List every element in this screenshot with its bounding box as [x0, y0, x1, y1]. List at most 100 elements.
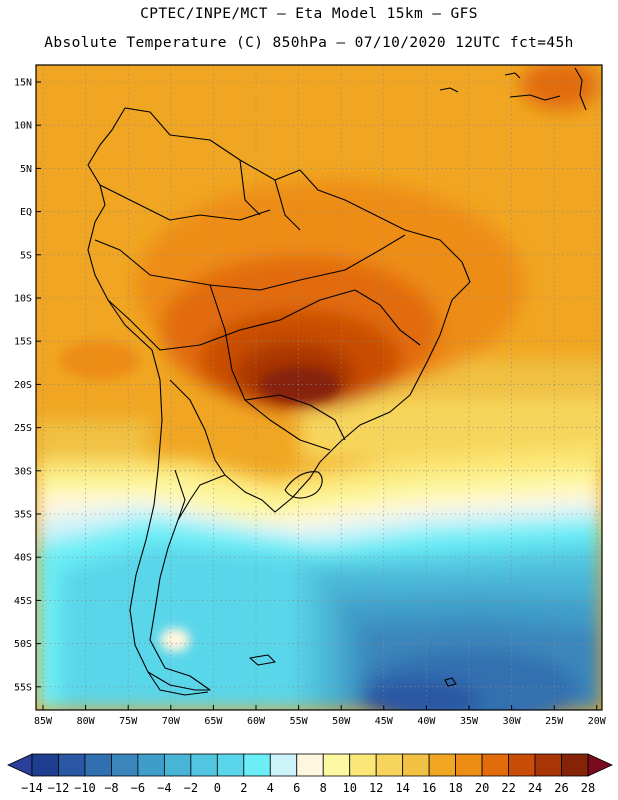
lat-label: 30S — [14, 466, 32, 477]
colorbar-label: −8 — [104, 781, 118, 795]
lat-label: 45S — [14, 596, 32, 607]
colorbar — [7, 753, 613, 777]
colorbar-label: 14 — [395, 781, 409, 795]
colorbar-swatch — [428, 753, 457, 777]
lat-label: 15N — [14, 78, 32, 89]
colorbar-label: 24 — [528, 781, 542, 795]
lon-label: 40W — [417, 716, 436, 727]
lat-label: 5N — [20, 164, 32, 175]
border-line — [99, 184, 271, 221]
colorbar-swatch — [269, 753, 298, 777]
lon-label: 55W — [290, 716, 309, 727]
colorbar-swatch — [534, 753, 562, 777]
colorbar-labels: −14 −12 −10 −8 −6 −4 −2 0 2 4 6 8 10 12 14 16 18 20 22 24 26… — [21, 781, 595, 795]
colorbar-low-arrow — [7, 753, 33, 777]
colorbar-swatch — [137, 753, 165, 777]
caribbean-islands — [439, 87, 459, 93]
colorbar-swatch — [243, 753, 271, 777]
south-america-coast — [87, 107, 471, 691]
lon-label: 45W — [375, 716, 394, 727]
caribbean-islands — [574, 67, 587, 111]
colorbar-swatch — [190, 753, 218, 777]
colorbar-label: −12 — [48, 781, 70, 795]
lat-label: 10S — [14, 294, 32, 305]
map-frame — [35, 64, 603, 711]
colorbar-swatch — [322, 753, 351, 777]
lon-label: 20W — [588, 716, 607, 727]
lat-label: 15S — [14, 337, 32, 348]
lat-label: 35S — [14, 510, 32, 521]
field-pacific-20 — [60, 340, 140, 380]
border-line — [159, 289, 421, 351]
lon-label: 60W — [247, 716, 266, 727]
colorbar-label: −6 — [131, 781, 145, 795]
lat-label: 10N — [14, 121, 32, 132]
colorbar-swatch — [216, 753, 245, 777]
colorbar-label: −2 — [184, 781, 198, 795]
border-line — [174, 469, 186, 521]
colorbar-swatch — [296, 753, 324, 777]
colorbar-swatch — [561, 753, 589, 777]
border-line — [169, 379, 226, 476]
colorbar-swatch — [508, 753, 536, 777]
colorbar-label: 22 — [501, 781, 515, 795]
lat-label: 25S — [14, 423, 32, 434]
caribbean-islands — [504, 72, 521, 79]
colorbar-swatch — [375, 753, 404, 777]
lat-label: EQ — [20, 207, 32, 218]
colorbar-label: 2 — [240, 781, 247, 795]
lon-label: 50W — [332, 716, 351, 727]
coastlines — [87, 67, 587, 696]
lon-label: 30W — [503, 716, 522, 727]
border-line — [94, 239, 151, 276]
south-georgia — [444, 677, 457, 687]
colorbar-label: 6 — [293, 781, 300, 795]
colorbar-label: 10 — [342, 781, 356, 795]
lon-label: 75W — [119, 716, 138, 727]
colorbar-label: 8 — [320, 781, 327, 795]
colorbar-swatch — [402, 753, 430, 777]
lon-label: 65W — [204, 716, 223, 727]
border-line — [107, 299, 161, 351]
lat-label: 55S — [14, 682, 32, 693]
chart-title: CPTEC/INPE/MCT – Eta Model 15km – GFS — [140, 6, 478, 22]
longitude-labels: 85W 80W 75W 70W 65W 60W 55W 50W 45W 40W 35W 30W 25W 2… — [34, 705, 607, 727]
colorbar-swatch — [31, 753, 59, 777]
field-west-16 — [36, 420, 150, 470]
colorbar-label: 0 — [214, 781, 221, 795]
colorbar-swatch — [163, 753, 192, 777]
field-ne-22 — [520, 65, 600, 110]
border-line — [239, 159, 261, 216]
colorbar-swatch — [481, 753, 509, 777]
rio-de-la-plata — [284, 471, 323, 499]
lon-label: 85W — [34, 716, 53, 727]
colorbar-swatch — [84, 753, 112, 777]
border-line — [244, 394, 346, 441]
field-m10 — [360, 680, 480, 710]
colorbar-label: 26 — [554, 781, 568, 795]
lat-label: 5S — [20, 250, 32, 261]
colorbar-label: −14 — [21, 781, 43, 795]
latitude-labels: 15N 10N 5N EQ 5S 10S 15S 20S 25S 30S 35S 40S 45S 50S 5… — [14, 78, 41, 693]
colorbar-label: 18 — [448, 781, 462, 795]
tierra-del-fuego — [147, 671, 209, 696]
field-28 — [260, 367, 340, 403]
field-patagonia-8 — [160, 628, 190, 652]
lon-label: 25W — [545, 716, 564, 727]
lat-label: 40S — [14, 553, 32, 564]
colorbar-swatch — [111, 753, 139, 777]
chart-subtitle: Absolute Temperature (C) 850hPa – 07/10/… — [44, 35, 574, 51]
falkland-islands — [249, 654, 276, 666]
lon-label: 70W — [162, 716, 181, 727]
colorbar-label: −4 — [157, 781, 171, 795]
lat-label: 20S — [14, 380, 32, 391]
lon-label: 35W — [460, 716, 479, 727]
border-line — [274, 179, 301, 231]
colorbar-label: 20 — [475, 781, 489, 795]
colorbar-label: 28 — [581, 781, 595, 795]
temperature-field — [36, 65, 602, 710]
caribbean-islands — [509, 94, 561, 101]
colorbar-label: −10 — [74, 781, 96, 795]
colorbar-swatch — [349, 753, 377, 777]
